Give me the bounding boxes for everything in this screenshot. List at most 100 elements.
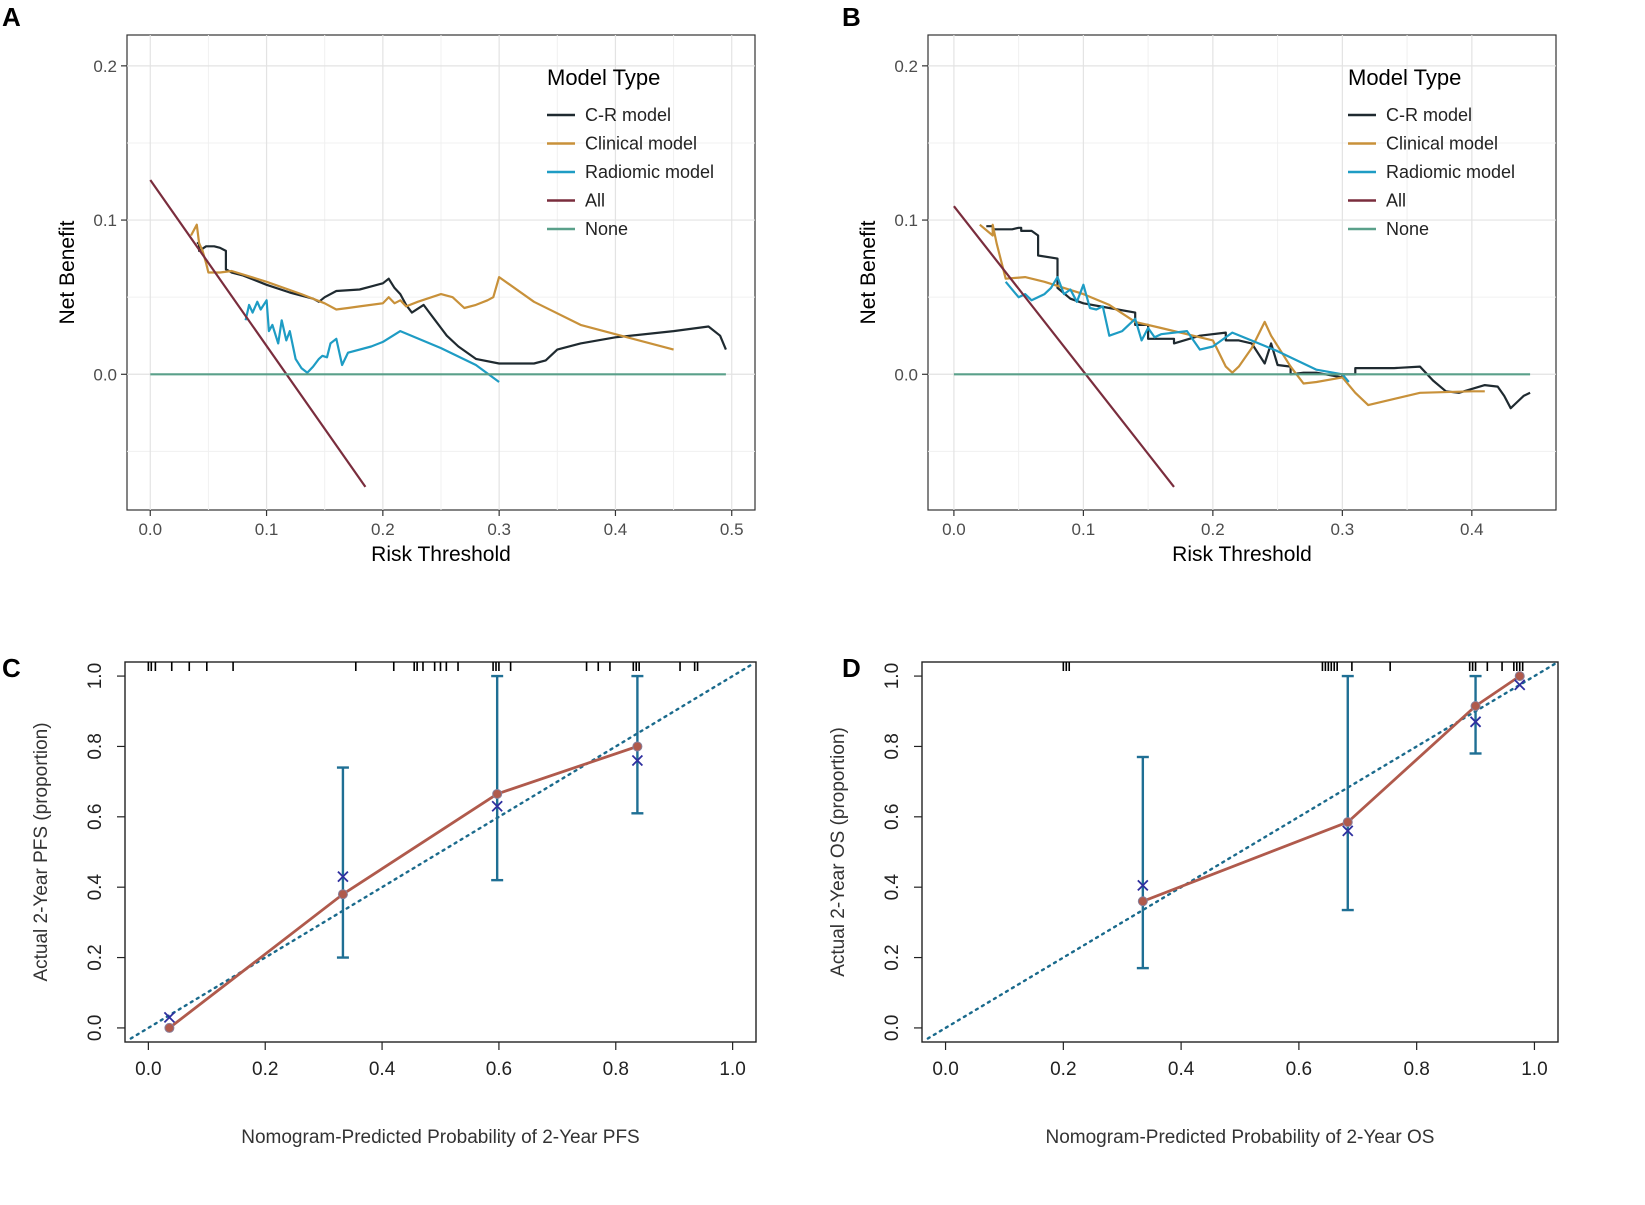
y-tick-label: 0.2 — [93, 57, 117, 76]
legend: Model Type C-R model Clinical model Radiomi… — [547, 65, 714, 239]
y-axis-title: Net Benefit — [56, 220, 79, 324]
x-tick-label: 0.3 — [1331, 520, 1355, 539]
bias-corrected-marker — [163, 1011, 176, 1024]
panel-letter-d: D — [842, 653, 861, 683]
legend-title: Model Type — [1348, 65, 1461, 90]
y-tick-label: 0.4 — [882, 874, 903, 901]
bias-corrected-marker — [1469, 716, 1482, 728]
series-line-c-r-model — [196, 242, 727, 365]
x-axis-title: Nomogram-Predicted Probability of 2-Year… — [1046, 1127, 1435, 1148]
calibration-point — [632, 741, 643, 752]
legend-label-c-r-model: C-R model — [585, 105, 671, 125]
x-tick-label: 1.0 — [1521, 1059, 1547, 1080]
x-tick-label: 0.4 — [604, 520, 628, 539]
calibration-line — [1142, 674, 1521, 903]
calibration-point — [492, 788, 503, 799]
legend-label-radiomic-model: Radiomic model — [1386, 162, 1515, 182]
x-tick-label: 0.0 — [932, 1059, 958, 1080]
legend-label-c-r-model: C-R model — [1386, 105, 1472, 125]
y-axis-title: Net Benefit — [857, 220, 880, 324]
y-tick-label: 0.0 — [85, 1015, 106, 1041]
panel-a-decision-curve: 0.0 0.1 0.2 0.3 0.4 0.5 0.0 0.1 0.2 Risk Threshol… — [56, 34, 756, 566]
calibration-point — [1470, 700, 1481, 711]
legend: Model Type C-R model Clinical model Radiomi… — [1348, 65, 1515, 239]
x-tick-label: 0.4 — [369, 1059, 396, 1080]
legend-title: Model Type — [547, 65, 660, 90]
y-tick-label: 0.0 — [882, 1015, 903, 1041]
y-axis-title: Actual 2-Year PFS (proportion) — [31, 722, 52, 981]
panel-c-calibration: 0.0 0.2 0.4 0.6 0.8 1.0 0.0 0.2 0.4 0.6 0.8 1.0 Nomo… — [31, 661, 757, 1148]
panel-letter-c: C — [2, 653, 21, 683]
legend-label-all: All — [1386, 191, 1406, 211]
x-tick-label: 0.2 — [252, 1059, 278, 1080]
legend-label-clinical-model: Clinical model — [585, 134, 697, 154]
calibration-line — [168, 745, 638, 1030]
y-tick-label: 0.2 — [882, 944, 903, 970]
x-tick-label: 0.0 — [135, 1059, 161, 1080]
panel-d-calibration: 0.0 0.2 0.4 0.6 0.8 1.0 0.0 0.2 0.4 0.6 0.8 1.0 Nomo… — [828, 661, 1559, 1148]
x-axis-title: Nomogram-Predicted Probability of 2-Year… — [241, 1127, 639, 1148]
y-tick-label: 0.1 — [93, 211, 117, 230]
x-tick-label: 0.4 — [1460, 520, 1484, 539]
panel-letter-a: A — [2, 2, 21, 32]
bias-corrected-marker — [631, 754, 644, 767]
series-line-clinical-model — [979, 223, 1485, 407]
x-tick-label: 0.1 — [1072, 520, 1096, 539]
bias-corrected-marker — [491, 800, 503, 812]
y-tick-label: 0.6 — [85, 804, 106, 830]
x-tick-label: 0.8 — [1403, 1059, 1429, 1080]
y-tick-label: 0.0 — [93, 365, 117, 384]
x-tick-label: 0.6 — [1286, 1059, 1312, 1080]
calibration-point — [1514, 671, 1525, 682]
panel-b-plot-area — [927, 34, 1557, 511]
x-tick-label: 1.0 — [719, 1059, 745, 1080]
panel-b-decision-curve: 0.0 0.1 0.2 0.3 0.4 0.0 0.1 0.2 Risk Threshold Ne… — [857, 34, 1557, 566]
x-tick-label: 0.2 — [1201, 520, 1225, 539]
series-line-clinical-model — [190, 223, 674, 351]
x-axis-title: Risk Threshold — [1172, 543, 1312, 566]
y-tick-label: 0.4 — [85, 874, 106, 901]
y-axis-title: Actual 2-Year OS (proportion) — [828, 727, 849, 977]
x-tick-label: 0.2 — [1050, 1059, 1076, 1080]
bias-corrected-marker — [1514, 679, 1526, 691]
legend-label-none: None — [1386, 219, 1429, 239]
y-tick-label: 1.0 — [85, 663, 106, 689]
legend-label-radiomic-model: Radiomic model — [585, 162, 714, 182]
x-tick-label: 0.4 — [1168, 1059, 1195, 1080]
bias-corrected-marker — [1137, 879, 1149, 892]
legend-label-clinical-model: Clinical model — [1386, 134, 1498, 154]
y-tick-label: 0.8 — [85, 733, 106, 759]
x-tick-label: 0.8 — [603, 1059, 629, 1080]
x-axis-title: Risk Threshold — [371, 543, 511, 566]
series-line-all — [149, 179, 367, 488]
y-tick-label: 0.6 — [882, 804, 903, 830]
y-tick-label: 1.0 — [882, 663, 903, 689]
ideal-diagonal-line — [129, 662, 755, 1040]
legend-label-none: None — [585, 219, 628, 239]
x-tick-label: 0.2 — [371, 520, 395, 539]
x-tick-label: 0.1 — [255, 520, 279, 539]
panel-d-plot-frame — [921, 661, 1559, 1043]
y-tick-label: 0.8 — [882, 733, 903, 759]
x-tick-label: 0.5 — [720, 520, 744, 539]
x-tick-label: 0.6 — [486, 1059, 512, 1080]
bias-corrected-marker — [1342, 825, 1354, 837]
y-tick-label: 0.2 — [85, 944, 106, 970]
ideal-diagonal-line — [926, 662, 1557, 1040]
x-tick-label: 0.0 — [942, 520, 966, 539]
x-tick-label: 0.3 — [487, 520, 511, 539]
x-tick-label: 0.0 — [138, 520, 162, 539]
series-line-radiomic-model — [1004, 276, 1350, 383]
y-tick-label: 0.1 — [894, 211, 918, 230]
y-tick-label: 0.0 — [894, 365, 918, 384]
y-tick-label: 0.2 — [894, 57, 918, 76]
legend-label-all: All — [585, 191, 605, 211]
calibration-point — [1137, 896, 1148, 907]
series-line-all — [953, 205, 1175, 488]
bias-corrected-marker — [337, 870, 349, 883]
calibration-point — [1342, 817, 1353, 828]
calibration-point — [164, 1022, 175, 1033]
panel-letter-b: B — [842, 2, 861, 32]
series-line-c-r-model — [986, 225, 1531, 410]
series-line-radiomic-model — [244, 299, 500, 383]
